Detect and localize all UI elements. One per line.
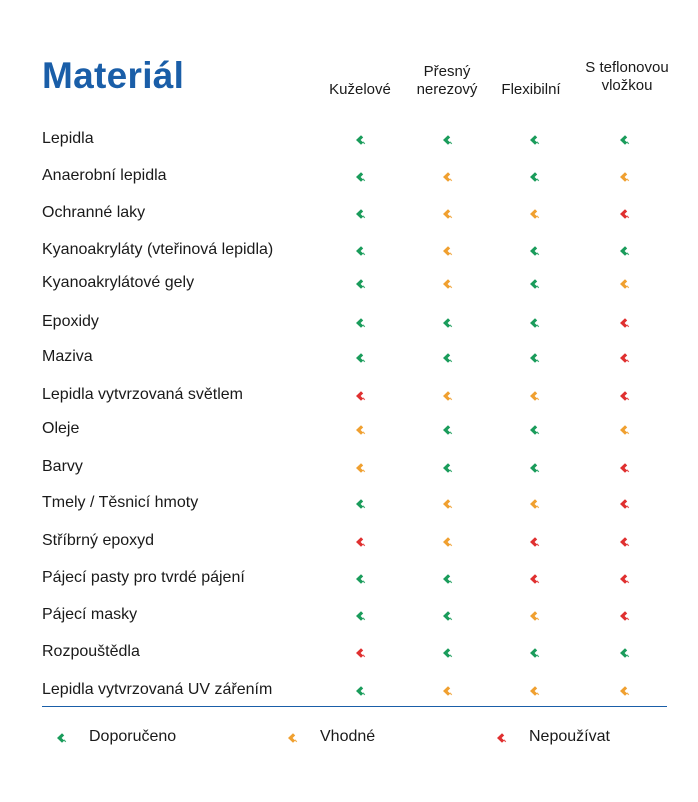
- row-label: Lepidla: [42, 130, 94, 147]
- column-header-line1: [476, 63, 586, 81]
- not-used-icon: [618, 389, 632, 403]
- recommended-icon: [441, 316, 455, 330]
- column-header-kuzelove: Kuželové: [305, 63, 415, 99]
- row-label: Lepidla vytvrzovaná UV zářením: [42, 681, 273, 698]
- suitable-icon: [441, 170, 455, 184]
- recommended-icon: [528, 244, 542, 258]
- suitable-icon: [441, 277, 455, 291]
- recommended-icon: [441, 423, 455, 437]
- recommended-icon: [55, 731, 69, 745]
- suitable-icon: [528, 684, 542, 698]
- suitable-icon: [528, 609, 542, 623]
- row-label: Oleje: [42, 420, 80, 437]
- not-used-icon: [495, 731, 509, 745]
- column-header-presny-nerezovy: Přesný nerezový: [392, 63, 502, 99]
- row-label: Tmely / Těsnicí hmoty: [42, 494, 199, 511]
- recommended-icon: [354, 207, 368, 221]
- suitable-icon: [528, 497, 542, 511]
- not-used-icon: [528, 572, 542, 586]
- suitable-icon: [354, 461, 368, 475]
- column-header-line1: Přesný: [423, 63, 471, 80]
- recommended-icon: [441, 609, 455, 623]
- suitable-icon: [528, 207, 542, 221]
- row-label: Anaerobní lepidla: [42, 167, 167, 184]
- not-used-icon: [618, 461, 632, 475]
- recommended-icon: [618, 133, 632, 147]
- column-header-line2: nerezový: [416, 81, 478, 98]
- column-header-line2: vložkou: [601, 77, 653, 94]
- suitable-icon: [618, 684, 632, 698]
- column-header-line1: S teflonovou: [585, 59, 669, 76]
- recommended-icon: [354, 244, 368, 258]
- row-label: Rozpouštědla: [42, 643, 140, 660]
- suitable-icon: [618, 170, 632, 184]
- not-used-icon: [618, 572, 632, 586]
- column-header-s-teflonovou-vlozkou: S teflonovou vložkou: [572, 59, 682, 95]
- not-used-icon: [528, 535, 542, 549]
- row-label: Pájecí masky: [42, 606, 138, 623]
- suitable-icon: [441, 244, 455, 258]
- not-used-icon: [618, 497, 632, 511]
- not-used-icon: [354, 535, 368, 549]
- recommended-icon: [354, 351, 368, 365]
- recommended-icon: [354, 497, 368, 511]
- suitable-icon: [441, 497, 455, 511]
- recommended-icon: [441, 351, 455, 365]
- suitable-icon: [354, 423, 368, 437]
- suitable-icon: [441, 207, 455, 221]
- column-header-flexibilni: Flexibilní: [476, 63, 586, 99]
- recommended-icon: [528, 133, 542, 147]
- legend-label: Doporučeno: [89, 728, 177, 745]
- recommended-icon: [528, 316, 542, 330]
- row-label: Barvy: [42, 458, 83, 475]
- recommended-icon: [354, 316, 368, 330]
- not-used-icon: [618, 609, 632, 623]
- recommended-icon: [528, 277, 542, 291]
- recommended-icon: [354, 609, 368, 623]
- recommended-icon: [528, 461, 542, 475]
- recommended-icon: [354, 684, 368, 698]
- not-used-icon: [354, 389, 368, 403]
- recommended-icon: [528, 646, 542, 660]
- row-label: Maziva: [42, 348, 93, 365]
- suitable-icon: [441, 684, 455, 698]
- row-label: Epoxidy: [42, 313, 99, 330]
- table-divider: [42, 706, 667, 707]
- recommended-icon: [441, 461, 455, 475]
- recommended-icon: [441, 572, 455, 586]
- row-label: Pájecí pasty pro tvrdé pájení: [42, 569, 245, 586]
- suitable-icon: [618, 277, 632, 291]
- not-used-icon: [618, 207, 632, 221]
- row-label: Lepidla vytvrzovaná světlem: [42, 386, 243, 403]
- recommended-icon: [354, 277, 368, 291]
- suitable-icon: [528, 389, 542, 403]
- recommended-icon: [441, 133, 455, 147]
- recommended-icon: [441, 646, 455, 660]
- page-title: Materiál: [42, 55, 185, 96]
- legend-label: Nepoužívat: [529, 728, 610, 745]
- recommended-icon: [354, 572, 368, 586]
- suitable-icon: [441, 535, 455, 549]
- recommended-icon: [528, 170, 542, 184]
- not-used-icon: [618, 535, 632, 549]
- recommended-icon: [528, 351, 542, 365]
- not-used-icon: [618, 351, 632, 365]
- legend-label: Vhodné: [320, 728, 376, 745]
- column-header-line2: Kuželové: [329, 81, 391, 98]
- recommended-icon: [354, 170, 368, 184]
- suitable-icon: [441, 389, 455, 403]
- not-used-icon: [354, 646, 368, 660]
- not-used-icon: [618, 316, 632, 330]
- recommended-icon: [618, 646, 632, 660]
- column-header-line2: Flexibilní: [501, 81, 561, 98]
- row-label: Kyanoakrylátové gely: [42, 274, 195, 291]
- recommended-icon: [618, 244, 632, 258]
- row-label: Stříbrný epoxyd: [42, 532, 155, 549]
- row-label: Ochranné laky: [42, 204, 146, 221]
- recommended-icon: [354, 133, 368, 147]
- suitable-icon: [618, 423, 632, 437]
- row-label: Kyanoakryláty (vteřinová lepidla): [42, 241, 274, 258]
- suitable-icon: [286, 731, 300, 745]
- recommended-icon: [528, 423, 542, 437]
